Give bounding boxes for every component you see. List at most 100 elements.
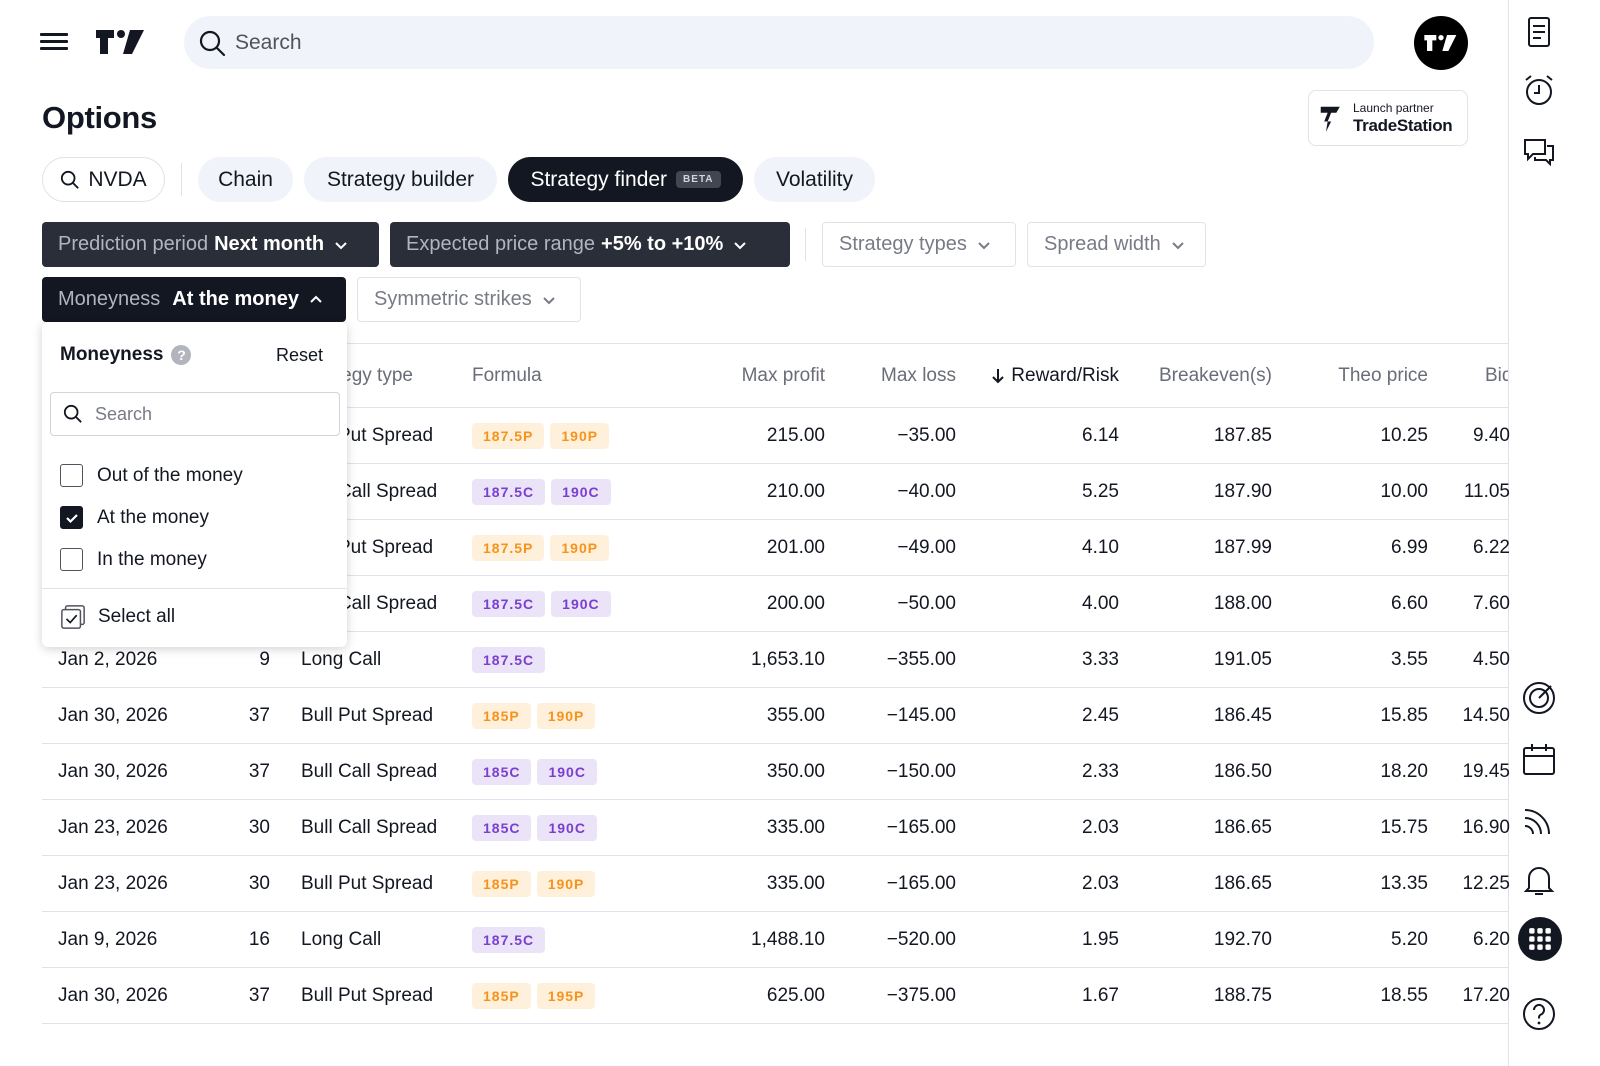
table-row[interactable]: Jan 2, 2026 9 Long Call 1,653.10 −355.00 3.33… bbox=[42, 632, 1510, 688]
chat-icon[interactable] bbox=[1519, 132, 1559, 172]
page-title: Options bbox=[42, 100, 157, 135]
expiration-date-cell: Jan 23, 2026 bbox=[58, 872, 168, 894]
max-profit-cell: 335.00 bbox=[766, 872, 825, 894]
strategy-type-cell: Bull Call Spread bbox=[301, 760, 438, 782]
chevron-down-icon bbox=[978, 241, 990, 249]
tab-divider bbox=[181, 163, 182, 196]
right-sidebar bbox=[1508, 0, 1600, 1066]
dropdown-search-field[interactable] bbox=[50, 392, 340, 436]
alert-clock-icon[interactable] bbox=[1519, 70, 1559, 110]
checkbox-unchecked[interactable] bbox=[60, 464, 83, 487]
hamburger-menu-icon[interactable] bbox=[40, 30, 68, 54]
select-all-option[interactable]: Select all bbox=[60, 604, 175, 630]
call-leg-tag: 190C bbox=[537, 758, 597, 785]
help-icon[interactable] bbox=[1519, 994, 1559, 1034]
formula-cell: 187.5C 190C bbox=[472, 464, 617, 519]
dropdown-search-input[interactable] bbox=[95, 403, 315, 425]
notification-bell-icon[interactable] bbox=[1519, 860, 1559, 900]
put-leg-tag: 185P bbox=[472, 702, 531, 729]
col-bid[interactable]: Bid bbox=[1485, 364, 1508, 386]
reward-risk-cell: 6.14 bbox=[1082, 424, 1119, 446]
table-row[interactable]: Bull Call Spread 210.00 −40.00 5.25 187.90 10… bbox=[42, 464, 1510, 520]
col-theo-price[interactable]: Theo price bbox=[1338, 364, 1428, 386]
breakeven-cell: 188.00 bbox=[1213, 592, 1272, 614]
breakeven-cell: 186.50 bbox=[1213, 760, 1272, 782]
expected-price-range-value: +5% to +10% bbox=[601, 233, 724, 255]
table-row[interactable]: Jan 30, 2026 37 Bull Call Spread 350.00 −150… bbox=[42, 744, 1510, 800]
table-row[interactable]: Jan 23, 2026 30 Bull Call Spread 335.00 −165… bbox=[42, 800, 1510, 856]
expiration-date-cell: Jan 23, 2026 bbox=[58, 816, 168, 838]
call-leg-tag: 190C bbox=[551, 478, 611, 505]
bid-cell: 16.90 bbox=[1462, 816, 1510, 838]
max-profit-cell: 1,488.10 bbox=[751, 928, 825, 950]
reward-risk-cell: 3.33 bbox=[1082, 648, 1119, 670]
reward-risk-cell: 5.25 bbox=[1082, 480, 1119, 502]
expected-price-range-filter[interactable]: Expected price range +5% to +10% bbox=[390, 222, 790, 267]
calendar-icon[interactable] bbox=[1519, 740, 1559, 780]
put-leg-tag: 190P bbox=[536, 870, 596, 897]
tab-chain[interactable]: Chain bbox=[198, 157, 293, 202]
arrow-down-icon bbox=[992, 368, 1005, 383]
moneyness-label: Moneyness bbox=[58, 288, 161, 310]
formula-cell: 187.5P 190P bbox=[472, 520, 615, 575]
spread-width-label: Spread width bbox=[1044, 233, 1161, 255]
put-leg-tag: 185P bbox=[472, 982, 531, 1009]
strategy-type-cell: Bull Put Spread bbox=[301, 984, 434, 1006]
tradingview-logo[interactable] bbox=[94, 26, 148, 58]
symbol-selector[interactable]: NVDA bbox=[42, 157, 165, 202]
days-to-expiry-cell: 16 bbox=[248, 928, 270, 950]
bid-cell: 17.20 bbox=[1462, 984, 1510, 1006]
moneyness-option[interactable]: In the money bbox=[60, 548, 207, 571]
launch-partner-badge[interactable]: Launch partner TradeStation bbox=[1308, 90, 1468, 146]
table-row[interactable]: Jan 9, 2026 16 Long Call 1,488.10 −520.00 1.9… bbox=[42, 912, 1510, 968]
watchlist-icon[interactable] bbox=[1519, 12, 1559, 52]
help-icon[interactable]: ? bbox=[171, 345, 192, 365]
reset-button[interactable]: Reset bbox=[275, 345, 323, 365]
moneyness-filter[interactable]: Moneyness At the money bbox=[42, 277, 346, 322]
max-loss-cell: −49.00 bbox=[897, 536, 956, 558]
moneyness-option[interactable]: Out of the money bbox=[60, 464, 243, 487]
put-leg-tag: 185P bbox=[472, 870, 531, 897]
table-body: Bull Put Spread 215.00 −35.00 6.14 187.85 10.… bbox=[42, 408, 1510, 1024]
col-reward-risk[interactable]: Reward/Risk bbox=[972, 344, 1119, 407]
search-icon bbox=[63, 404, 82, 423]
tradestation-logo-icon bbox=[1320, 106, 1340, 132]
strategy-types-filter[interactable]: Strategy types bbox=[822, 222, 1016, 267]
reward-risk-cell: 1.67 bbox=[1082, 984, 1119, 1006]
formula-cell: 187.5P 190P bbox=[472, 408, 615, 463]
formula-cell: 187.5C bbox=[472, 912, 551, 967]
target-icon[interactable] bbox=[1519, 678, 1559, 718]
tab-strategy-builder[interactable]: Strategy builder bbox=[304, 157, 497, 202]
dropdown-title: Moneyness ? bbox=[60, 344, 192, 366]
select-all-label: Select all bbox=[98, 606, 176, 627]
theo-price-cell: 3.55 bbox=[1391, 648, 1428, 670]
max-loss-cell: −50.00 bbox=[897, 592, 956, 614]
formula-cell: 185P 190P bbox=[472, 856, 601, 911]
user-avatar[interactable] bbox=[1414, 16, 1468, 70]
checkbox-unchecked[interactable] bbox=[60, 548, 83, 571]
partner-name: TradeStation bbox=[1353, 116, 1453, 135]
moneyness-option[interactable]: At the money bbox=[60, 506, 209, 529]
col-max-profit[interactable]: Max profit bbox=[741, 364, 825, 386]
reward-risk-cell: 4.00 bbox=[1082, 592, 1119, 614]
col-formula[interactable]: Formula bbox=[472, 364, 542, 386]
call-leg-tag: 190C bbox=[537, 814, 597, 841]
table-row[interactable]: Jan 30, 2026 37 Bull Put Spread 355.00 −145.… bbox=[42, 688, 1510, 744]
apps-grid-icon[interactable] bbox=[1518, 917, 1562, 961]
checkbox-checked[interactable] bbox=[60, 506, 83, 529]
symmetric-strikes-filter[interactable]: Symmetric strikes bbox=[357, 277, 581, 322]
symmetric-strikes-label: Symmetric strikes bbox=[374, 288, 532, 310]
news-feed-icon[interactable] bbox=[1519, 800, 1559, 840]
max-loss-cell: −150.00 bbox=[886, 760, 956, 782]
table-row[interactable]: Jan 23, 2026 30 Bull Put Spread 335.00 −165.… bbox=[42, 856, 1510, 912]
table-row[interactable]: Jan 30, 2026 37 Bull Put Spread 625.00 −375.… bbox=[42, 968, 1510, 1024]
tab-volatility[interactable]: Volatility bbox=[754, 157, 875, 202]
chevron-down-icon bbox=[335, 241, 347, 249]
tab-strategy-finder[interactable]: Strategy finder BETA bbox=[508, 157, 743, 202]
theo-price-cell: 13.35 bbox=[1380, 872, 1428, 894]
col-max-loss[interactable]: Max loss bbox=[881, 364, 956, 386]
prediction-period-filter[interactable]: Prediction period Next month bbox=[42, 222, 379, 267]
col-breakeven[interactable]: Breakeven(s) bbox=[1159, 364, 1272, 386]
global-search-bar[interactable]: Search bbox=[184, 16, 1374, 69]
spread-width-filter[interactable]: Spread width bbox=[1027, 222, 1206, 267]
